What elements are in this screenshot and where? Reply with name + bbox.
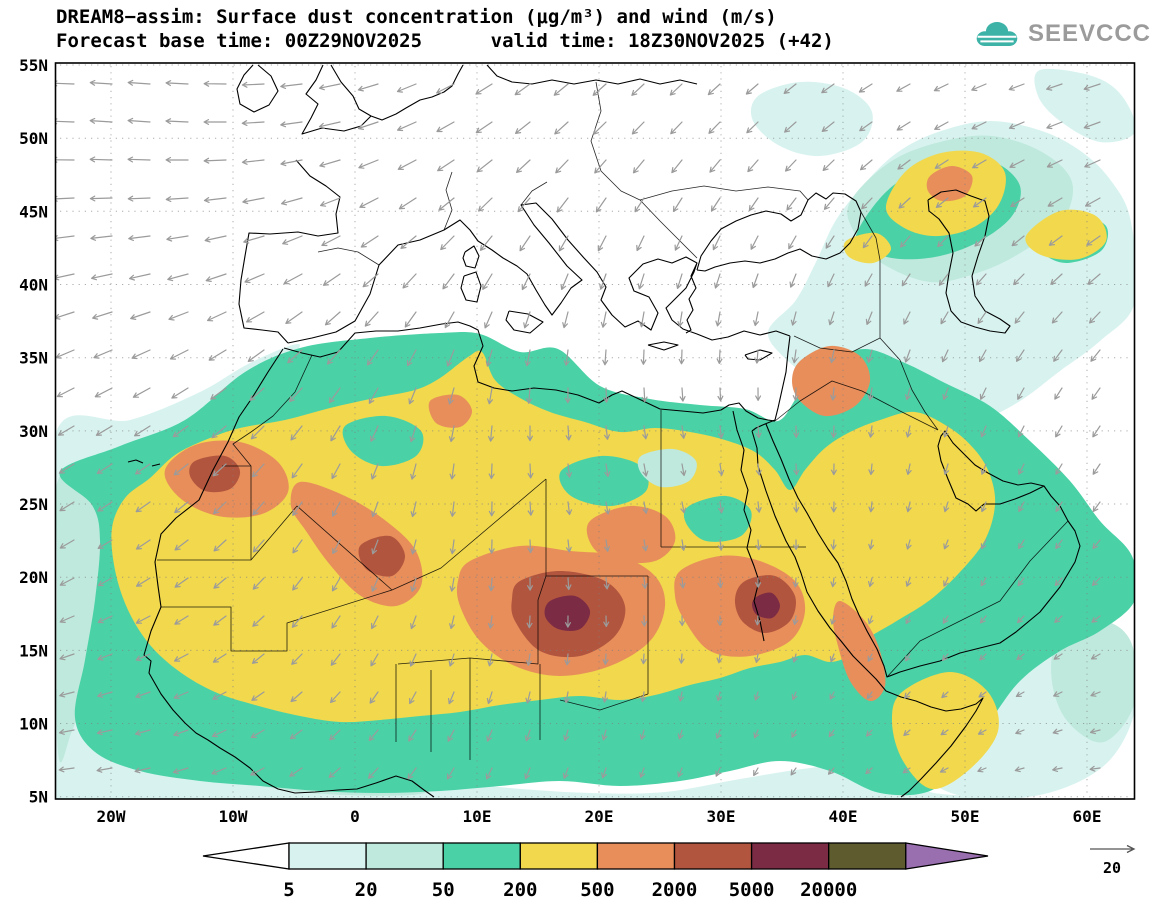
lon-label-20W: 20W: [97, 807, 126, 826]
colorbar-value-500: 500: [580, 879, 614, 901]
wind-reference: 20: [1090, 844, 1136, 877]
country-borders: [157, 81, 1069, 760]
lat-label-5N: 5N: [29, 788, 48, 807]
lon-label-10E: 10E: [463, 807, 492, 826]
header: DREAM8−assim: Surface dust concentration…: [56, 5, 834, 53]
geo-lines: [127, 64, 1081, 798]
dust-region-sudan-maroon: [751, 592, 780, 619]
dust-region-europe-top: [750, 81, 873, 157]
lat-label-40N: 40N: [19, 276, 48, 295]
wind-reference-arrow: [1090, 844, 1136, 854]
colorbar-band-b6: [673, 842, 753, 870]
colorbar-value-5: 5: [283, 879, 294, 901]
colorbar: 5 20 50 200 500 2000 5000 20000: [202, 842, 989, 901]
colorbar-value-20000: 20000: [800, 879, 857, 901]
dust-region-mali-red: [358, 535, 406, 577]
lat-label-15N: 15N: [19, 641, 48, 660]
colorbar-band-b7: [750, 842, 830, 870]
colorbar-value-50: 50: [432, 879, 455, 901]
dust-region-libya-spot: [637, 448, 697, 488]
colorbar-band-b1: [288, 842, 367, 870]
lat-label-10N: 10N: [19, 715, 48, 734]
dust-region-chad-maroon: [544, 595, 591, 631]
colorbar-band-b2: [365, 842, 444, 870]
dust-region-egypt-hole: [683, 495, 752, 542]
seevccc-logo: SEEVCCC: [973, 18, 1151, 50]
lat-label-35N: 35N: [19, 349, 48, 368]
lat-label-55N: 55N: [19, 56, 48, 75]
colorbar-value-20: 20: [355, 879, 378, 901]
colorbar-value-200: 200: [503, 879, 537, 901]
lat-label-45N: 45N: [19, 202, 48, 221]
dust-region-caspian-east-yellow: [1025, 209, 1107, 260]
lon-label-30E: 30E: [707, 807, 736, 826]
colorbar-band-b5: [596, 842, 676, 870]
cloud-icon: [976, 22, 1018, 46]
lat-label-25N: 25N: [19, 495, 48, 514]
lon-label-0: 0: [350, 807, 360, 826]
lon-label-10W: 10W: [219, 807, 248, 826]
dust-region-nw-saudi-orange: [792, 345, 871, 417]
lon-label-60E: 60E: [1073, 807, 1102, 826]
coastlines: [127, 64, 1081, 798]
dust-region-algeria-orange: [428, 394, 473, 428]
colorbar-value-5000: 5000: [729, 879, 775, 901]
colorbar-band-b3: [442, 842, 521, 870]
dust-region-algeria-hole: [342, 415, 424, 467]
wind-reference-value: 20: [1103, 859, 1121, 877]
wind-arrows: [55, 79, 1101, 780]
dust-region-horn-yellow: [891, 672, 999, 790]
colorbar-value-2000: 2000: [652, 879, 698, 901]
lon-label-40E: 40E: [829, 807, 858, 826]
map-frame: [54, 62, 1136, 800]
dust-region-libya-hole: [559, 455, 649, 507]
lat-label-50N: 50N: [19, 129, 48, 148]
lat-label-30N: 30N: [19, 422, 48, 441]
map-subtitle: Forecast base time: 00Z29NOV2025 valid t…: [56, 30, 834, 52]
lon-label-50E: 50E: [951, 807, 980, 826]
lat-label-20N: 20N: [19, 568, 48, 587]
colorbar-left-arrow: [202, 842, 290, 870]
colorbar-band-b8: [828, 842, 907, 870]
logo-text: SEEVCCC: [1027, 20, 1151, 47]
colorbar-right-arrow: [905, 842, 989, 870]
colorbar-band-b4: [519, 842, 599, 870]
dust-region-indian-patch: [1051, 621, 1135, 743]
dust-region-topright: [1034, 68, 1135, 143]
lon-label-20E: 20E: [585, 807, 614, 826]
map-title: DREAM8−assim: Surface dust concentration…: [56, 6, 777, 28]
